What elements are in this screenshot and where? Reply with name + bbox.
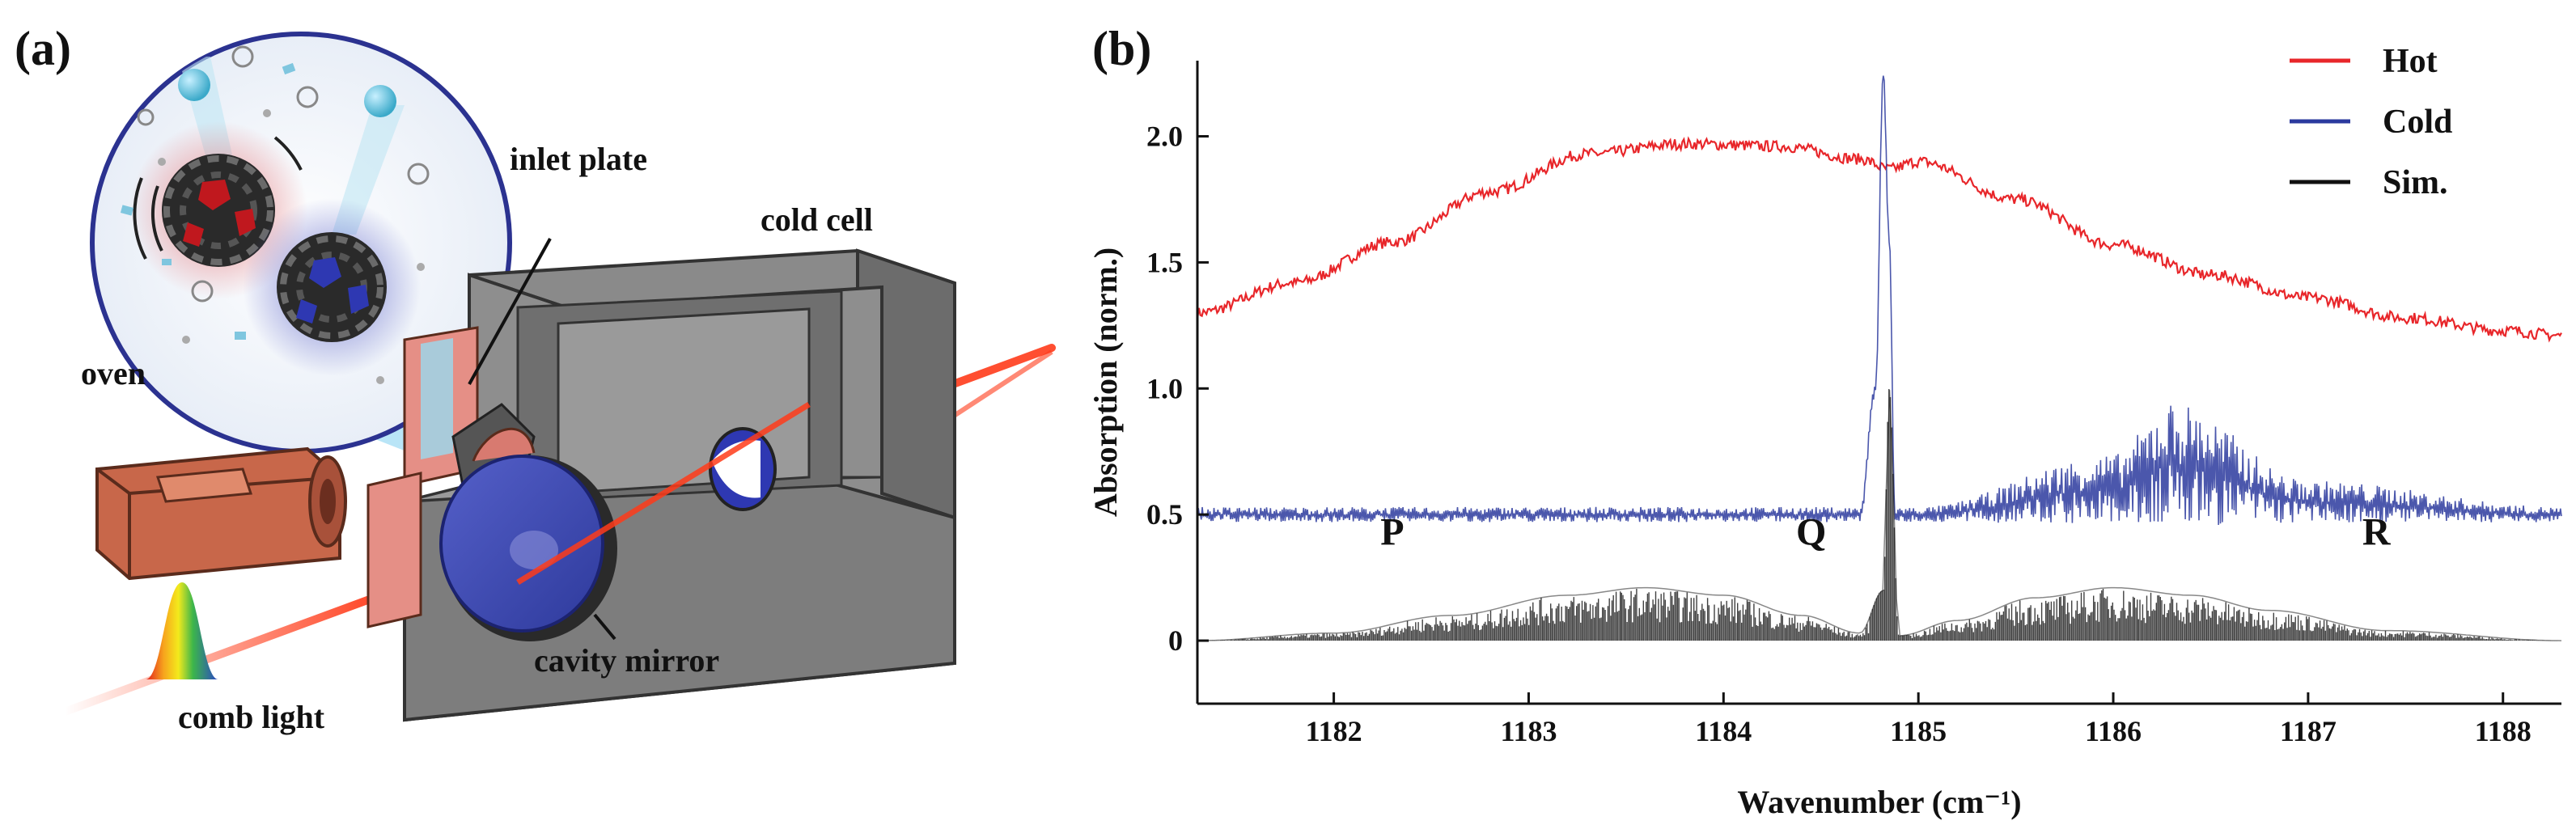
- y-tick-label: 2.0: [1146, 121, 1183, 153]
- legend: Hot Cold Sim.: [2290, 43, 2452, 201]
- x-tick-label: 1184: [1695, 715, 1752, 747]
- oven-label: oven: [81, 355, 146, 391]
- helium-atom: [178, 69, 210, 101]
- legend-label-hot: Hot: [2383, 43, 2438, 80]
- comb-spectrum-icon: [146, 582, 218, 679]
- series-line-cold: [1197, 75, 2562, 526]
- series-envelope-sim: [1197, 390, 2562, 641]
- comb-light-label: comb light: [178, 699, 325, 735]
- cold-c60-molecule: [243, 198, 421, 376]
- legend-label-sim: Sim.: [2383, 164, 2448, 201]
- y-tick-label: 0.5: [1146, 498, 1183, 531]
- panel-a: (a): [15, 22, 1056, 735]
- viewport-window: [709, 427, 777, 511]
- y-axis-title: Absorption (norm.): [1087, 248, 1124, 517]
- branch-label-r: R: [2362, 511, 2392, 554]
- cavity-mirror: [439, 402, 811, 641]
- series-line-hot: [1196, 136, 2562, 343]
- panel-b-label: (b): [1092, 22, 1151, 75]
- branch-label-q: Q: [1796, 511, 1826, 554]
- x-tick-label: 1188: [2475, 715, 2532, 747]
- y-tick-label: 0: [1168, 624, 1183, 657]
- x-tick-label: 1186: [2085, 715, 2142, 747]
- x-tick-label: 1182: [1306, 715, 1362, 747]
- legend-label-cold: Cold: [2383, 104, 2452, 141]
- oven: [95, 446, 347, 581]
- x-tick-label: 1187: [2280, 715, 2337, 747]
- series-line-sim: [1201, 389, 2558, 641]
- helium-atom: [364, 85, 396, 117]
- y-tick-label: 1.0: [1146, 372, 1183, 404]
- absorption-chart: 1182 1183 1184 1185 1186 1187 1188 0 0.5 1.0 1.5 2.…: [1087, 43, 2562, 820]
- cold-cell-label: cold cell: [761, 201, 873, 238]
- panel-a-label: (a): [15, 22, 71, 75]
- inlet-plate-label: inlet plate: [510, 141, 647, 177]
- y-tick-label: 1.5: [1146, 246, 1183, 278]
- panel-b: (b) 1182 1183 1184 1185 1186 1187 118800.51.01…: [1087, 22, 2562, 820]
- branch-label-p: P: [1380, 511, 1404, 554]
- x-tick-label: 1183: [1500, 715, 1557, 747]
- cavity-mirror-label: cavity mirror: [534, 642, 719, 679]
- x-axis-title: Wavenumber (cm⁻¹): [1737, 784, 2021, 820]
- x-tick-label: 1185: [1890, 715, 1947, 747]
